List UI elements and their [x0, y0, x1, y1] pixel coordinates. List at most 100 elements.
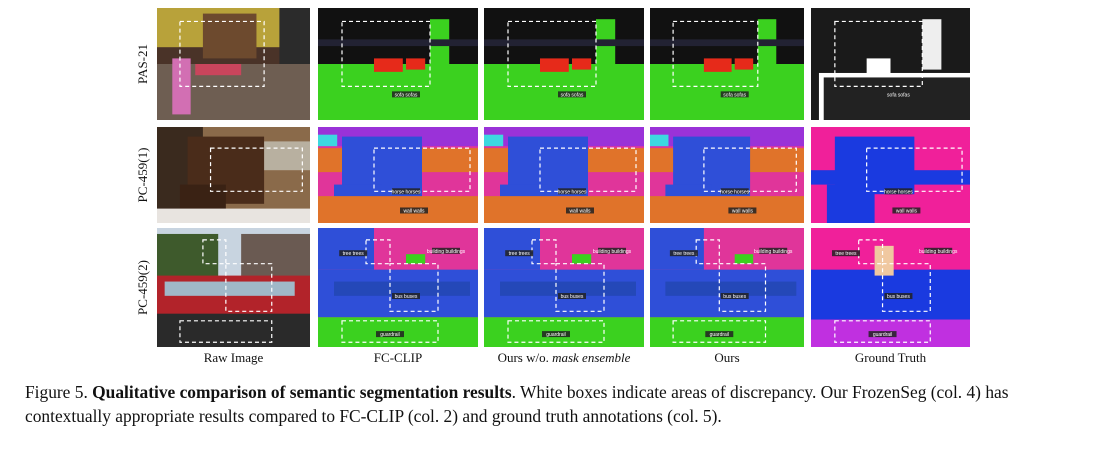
segment-tag: bus buses: [723, 294, 746, 300]
segment-tag: horse horses: [884, 189, 913, 195]
region: [484, 39, 644, 47]
region: [500, 281, 636, 296]
discrepancy-box: [341, 320, 439, 343]
column-label: Raw Image: [204, 350, 264, 365]
row-label: PAS-21: [135, 44, 150, 84]
column-label-text: FC-CLIP: [374, 350, 422, 365]
discrepancy-box: [389, 263, 439, 312]
column-label-text: Raw Image: [204, 350, 264, 365]
discrepancy-box: [365, 239, 391, 265]
tag-bg: [558, 188, 586, 195]
discrepancy-box: [881, 263, 931, 312]
region: [734, 254, 754, 264]
segment-tag: horse horses: [720, 189, 749, 195]
segment-tag: bus buses: [561, 294, 584, 300]
discrepancy-box: [695, 239, 720, 265]
region: [734, 58, 754, 70]
column-label: Ours: [714, 350, 739, 365]
image-panel: [157, 228, 310, 347]
image-panel: building buildings bus buses guardrail tree…: [650, 228, 804, 347]
segment-tag: wall walls: [403, 208, 425, 214]
region: [484, 196, 644, 223]
discrepancy-box: [531, 239, 557, 265]
segment-tag: tree trees: [343, 251, 365, 257]
image-panel: [157, 8, 310, 120]
row-label: PC-459(1): [135, 148, 150, 203]
tag-bg: [558, 91, 586, 98]
segment-tag: guardrail: [873, 332, 892, 338]
caption-text: . White boxes indicate areas of discrepa…: [25, 382, 1009, 426]
region: [318, 39, 478, 47]
image-panel: horse horses wall walls: [650, 127, 804, 223]
segment-tag: guardrail: [380, 332, 399, 338]
discrepancy-box: [209, 147, 303, 192]
region: [874, 245, 894, 276]
caption-label: Figure 5.: [25, 382, 88, 402]
image-panel: sofa sofas: [484, 8, 644, 120]
segment-tag: sofa sofas: [887, 92, 910, 98]
discrepancy-box: [507, 320, 605, 343]
region: [318, 196, 478, 223]
tag-bg: [720, 188, 749, 195]
column-label-emphasis: mask ensemble: [552, 350, 631, 365]
tag-bg: [505, 250, 534, 257]
image-content: [157, 228, 310, 347]
tag-bg: [728, 207, 757, 214]
tag-bg: [558, 293, 586, 300]
region: [318, 228, 374, 270]
region: [157, 208, 310, 223]
tag-bg: [759, 247, 788, 254]
tag-bg: [376, 331, 404, 338]
tag-bg: [392, 188, 420, 195]
tag-bg: [392, 91, 420, 98]
caption: Figure 5. Qualitative comparison of sema…: [25, 380, 1087, 428]
discrepancy-box: [834, 20, 923, 87]
region: [157, 313, 310, 347]
region: [665, 281, 797, 296]
region: [866, 58, 891, 75]
image-panel: horse horses wall walls: [811, 127, 970, 223]
region: [374, 58, 403, 72]
discrepancy-box: [703, 147, 797, 192]
tag-bg: [884, 188, 913, 195]
tag-bg: [566, 207, 594, 214]
tag-bg: [432, 247, 460, 254]
tag-bg: [392, 293, 420, 300]
segment-tag: tree trees: [835, 251, 857, 257]
image-panel: sofa sofas: [811, 8, 970, 120]
region: [334, 281, 470, 296]
segment-tag: wall walls: [732, 208, 754, 214]
region: [540, 58, 569, 72]
image-panel: sofa sofas: [318, 8, 478, 120]
segment-tag: bus buses: [887, 294, 910, 300]
column-label-text: Ours w/o.: [498, 350, 549, 365]
region: [823, 77, 970, 120]
discrepancy-box: [202, 239, 227, 265]
discrepancy-box: [718, 263, 767, 312]
segment-tag: building buildings: [754, 249, 793, 255]
image-content: building buildings bus buses guardrail tree…: [811, 228, 970, 347]
region: [826, 184, 875, 223]
segment-tag: horse horses: [558, 189, 587, 195]
segment-tag: wall walls: [569, 208, 591, 214]
region: [484, 228, 540, 270]
region: [922, 19, 942, 70]
image-content: horse horses wall walls: [318, 127, 478, 223]
region: [572, 58, 592, 70]
tag-bg: [892, 207, 921, 214]
tag-bg: [705, 331, 734, 338]
region: [650, 134, 669, 147]
image-content: horse horses wall walls: [484, 127, 644, 223]
segment-tag: wall walls: [896, 208, 918, 214]
column-label: FC-CLIP: [374, 350, 422, 365]
discrepancy-box: [866, 147, 963, 192]
tag-bg: [598, 247, 626, 254]
image-content: building buildings bus buses guardrail tree…: [484, 228, 644, 347]
caption-title: Qualitative comparison of semantic segme…: [92, 382, 512, 402]
tag-bg: [720, 293, 749, 300]
region: [650, 228, 704, 270]
region: [164, 281, 295, 296]
discrepancy-box: [225, 263, 273, 312]
segment-tag: building buildings: [919, 249, 958, 255]
column-label: Ours w/o. mask ensemble: [498, 350, 631, 365]
